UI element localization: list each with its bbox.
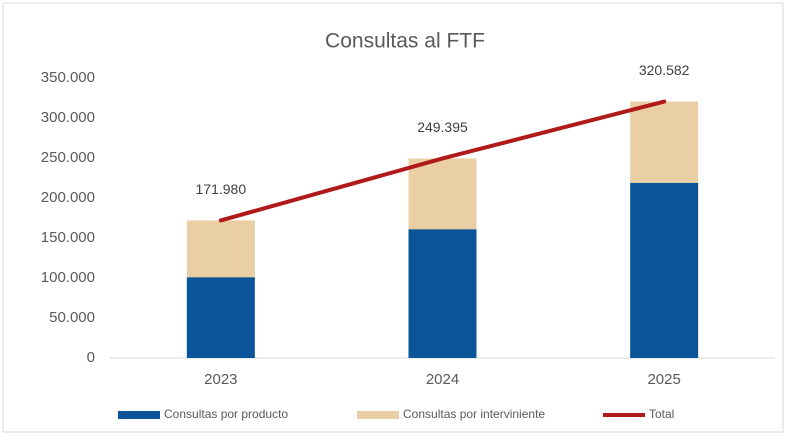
y-tick-label: 350.000 bbox=[41, 69, 95, 86]
bar bbox=[186, 277, 255, 358]
legend-label: Consultas por interviniente bbox=[403, 407, 545, 421]
chart-title: Consultas al FTF bbox=[325, 30, 485, 53]
x-tick-label: 2025 bbox=[647, 371, 680, 388]
total-line bbox=[218, 99, 667, 223]
x-tick-label: 2024 bbox=[426, 371, 459, 388]
y-tick-label: 250.000 bbox=[41, 149, 95, 166]
y-tick-label: 50.000 bbox=[49, 309, 95, 326]
x-tick-label: 2023 bbox=[204, 371, 237, 388]
bar bbox=[186, 220, 255, 278]
legend-label: Consultas por producto bbox=[164, 407, 288, 421]
data-label: 249.395 bbox=[417, 119, 468, 135]
bar bbox=[630, 182, 699, 358]
legend-swatch bbox=[118, 411, 160, 419]
bar bbox=[408, 229, 477, 358]
data-label: 171.980 bbox=[196, 181, 247, 197]
y-tick-label: 100.000 bbox=[41, 269, 95, 286]
y-tick-label: 300.000 bbox=[41, 109, 95, 126]
y-tick-label: 0 bbox=[87, 349, 95, 366]
legend-swatch bbox=[357, 411, 399, 419]
data-label: 320.582 bbox=[639, 62, 690, 78]
bar bbox=[630, 101, 699, 183]
bar bbox=[408, 158, 477, 230]
legend-label: Total bbox=[649, 407, 674, 421]
y-tick-label: 200.000 bbox=[41, 189, 95, 206]
y-tick-label: 150.000 bbox=[41, 229, 95, 246]
